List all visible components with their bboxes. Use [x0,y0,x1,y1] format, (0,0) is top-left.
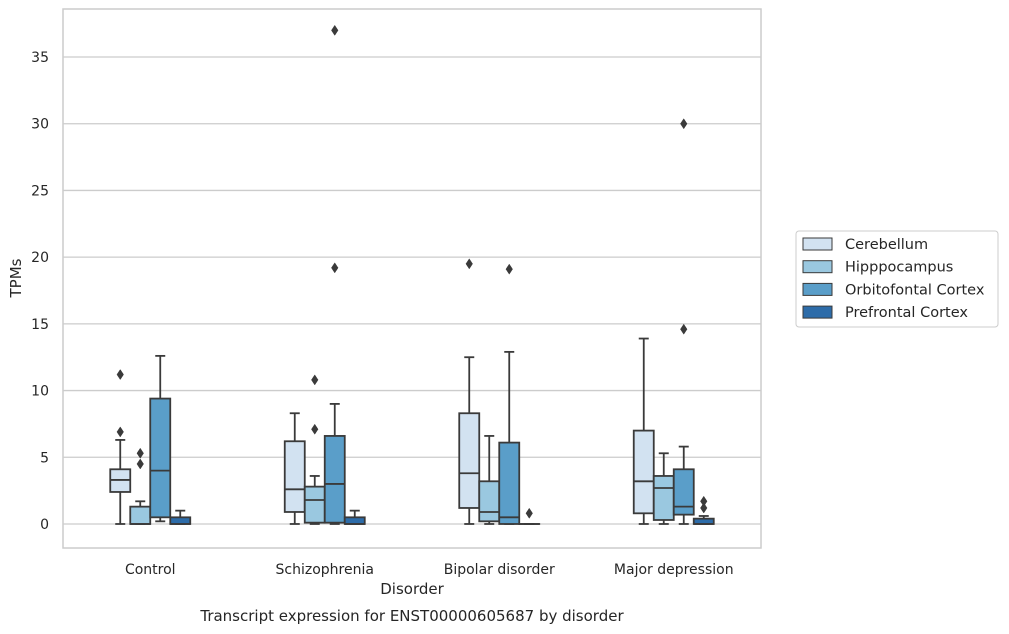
outlier-point [311,374,319,386]
y-tick-label: 25 [31,183,49,199]
box-series [109,24,715,525]
outlier-point [700,502,708,514]
grid-lines [63,56,761,525]
outlier-point [136,447,144,459]
series-orbitofontal-cortex [149,24,695,525]
legend-label: Cerebellum [845,237,928,253]
legend-swatch [802,282,833,296]
box [343,516,366,525]
plot-frame [62,8,762,549]
outlier-point [311,423,319,435]
x-tick-label: Bipolar disorder [444,562,555,578]
legend-swatch [802,260,833,274]
box [169,516,192,525]
x-tick-label: Control [125,562,176,578]
y-tick-label: 30 [31,117,49,133]
y-tick-labels: 0 5 10 15 20 25 30 35 [31,50,49,533]
box [672,468,695,516]
box [652,475,675,521]
outlier-point [465,258,473,270]
y-tick-label: 20 [31,250,49,266]
box [323,435,346,524]
outlier-point [331,262,339,274]
y-axis-title: TPMs [7,258,25,298]
box [283,440,306,513]
outlier-point [505,263,513,275]
outlier-point [525,507,533,519]
outlier-point [680,323,688,335]
y-tick-label: 5 [40,450,49,466]
legend-frame [795,230,999,328]
outlier-point [116,426,124,438]
outlier-point [680,118,688,130]
y-tick-label: 35 [31,50,49,66]
outlier-point [700,495,708,507]
legend-label: Prefrontal Cortex [845,305,968,321]
x-tick-labels: Control Schizophrenia Bipolar disorder Majo… [125,562,734,578]
box [303,485,326,524]
outlier-point [136,458,144,470]
legend-swatch [802,237,833,251]
series-cerebellum [109,258,655,525]
box [129,505,152,525]
legend-label: Hipppocampus [845,260,953,276]
series-hipppocampus [129,374,675,525]
chart-title: Transcript expression for ENST0000060568… [199,607,624,625]
box [498,441,521,525]
x-tick-label: Major depression [614,562,734,578]
outlier-point [116,369,124,381]
box [149,397,172,519]
outlier-point [331,24,339,36]
legend: Cerebellum Hipppocampus Orbitofontal Corte… [795,230,999,328]
y-tick-label: 0 [40,517,49,533]
y-tick-label: 10 [31,384,49,400]
box [478,480,501,523]
legend-label: Orbitofontal Cortex [845,282,985,298]
y-tick-label: 15 [31,317,49,333]
box [632,429,655,515]
box [458,412,481,509]
series-prefrontal-cortex [169,495,715,525]
x-tick-label: Schizophrenia [276,562,374,578]
x-axis-title: Disorder [380,580,444,598]
legend-swatch [802,305,833,319]
